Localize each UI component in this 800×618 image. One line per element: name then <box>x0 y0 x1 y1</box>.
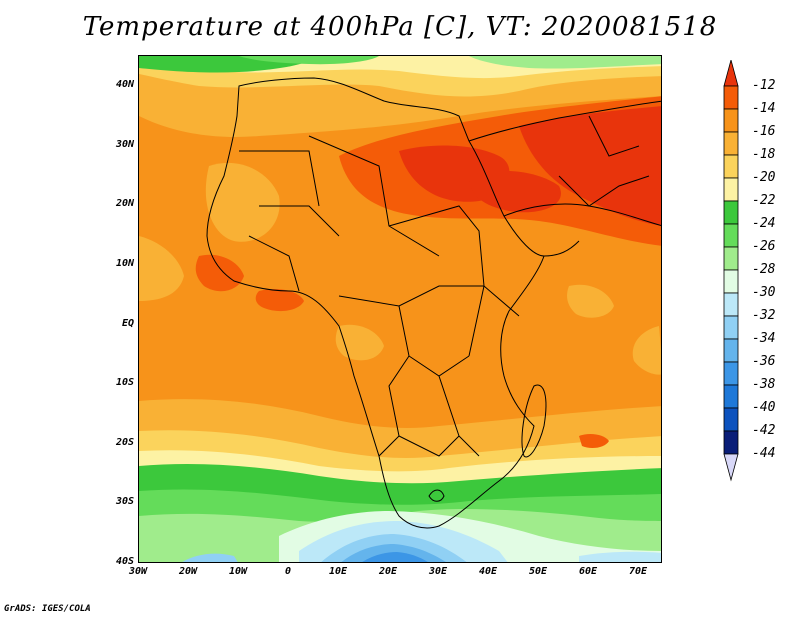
colorbar-label: -26 <box>752 239 776 254</box>
lat-tick-label: 10S <box>115 377 134 388</box>
colorbar-swatch <box>723 200 739 225</box>
lat-tick-label: 40S <box>115 556 134 567</box>
lat-tick-label: 30S <box>115 496 134 507</box>
lat-tick-label: EQ <box>121 318 134 329</box>
lon-tick-label: 30E <box>428 566 448 577</box>
map-plot-area <box>138 55 662 563</box>
colorbar-swatch <box>723 269 739 294</box>
lon-tick-label: 70E <box>628 566 648 577</box>
colorbar-swatch <box>723 430 739 455</box>
lon-tick-label: 20W <box>178 566 198 577</box>
colorbar-swatch <box>723 315 739 340</box>
colorbar-label: -32 <box>752 308 776 323</box>
coastlines <box>206 77 661 529</box>
colorbar-label: -18 <box>752 147 776 162</box>
colorbar <box>723 60 739 482</box>
colorbar-swatch <box>723 292 739 317</box>
colorbar-swatch <box>723 131 739 156</box>
colorbar-label: -36 <box>752 354 776 369</box>
colorbar-label: -38 <box>752 377 776 392</box>
colorbar-label: -44 <box>752 446 776 461</box>
colorbar-swatch <box>723 384 739 409</box>
colorbar-label: -40 <box>752 400 776 415</box>
colorbar-swatch <box>723 361 739 386</box>
colorbar-label: -28 <box>752 262 776 277</box>
lon-tick-label: 60E <box>578 566 598 577</box>
colorbar-label: -20 <box>752 170 776 185</box>
colorbar-label: -42 <box>752 423 776 438</box>
lat-tick-label: 20S <box>115 437 134 448</box>
colorbar-label: -12 <box>752 78 776 93</box>
lat-tick-label: 30N <box>115 139 134 150</box>
temperature-map <box>139 56 661 562</box>
colorbar-label: -34 <box>752 331 776 346</box>
colorbar-top-arrow <box>723 60 739 87</box>
lon-tick-label: 30W <box>128 566 148 577</box>
lon-tick-label: 0 <box>284 566 292 577</box>
colorbar-swatch <box>723 108 739 133</box>
colorbar-swatch <box>723 154 739 179</box>
lon-tick-label: 40E <box>478 566 498 577</box>
lat-tick-label: 10N <box>115 258 134 269</box>
colorbar-swatch <box>723 407 739 432</box>
colorbar-label: -16 <box>752 124 776 139</box>
lat-tick-label: 40N <box>115 79 134 90</box>
colorbar-bottom-arrow <box>723 453 739 482</box>
colorbar-swatch <box>723 85 739 110</box>
colorbar-label: -30 <box>752 285 776 300</box>
lon-tick-label: 10W <box>228 566 248 577</box>
map-title: Temperature at 400hPa [C], VT: 202008151… <box>82 12 718 42</box>
lon-tick-label: 20E <box>378 566 398 577</box>
colorbar-swatch <box>723 177 739 202</box>
lon-tick-label: 10E <box>328 566 348 577</box>
colorbar-swatch <box>723 246 739 271</box>
lon-tick-label: 50E <box>528 566 548 577</box>
colorbar-swatch <box>723 338 739 363</box>
colorbar-swatch <box>723 223 739 248</box>
lat-tick-label: 20N <box>115 198 134 209</box>
footer-credit: GrADS: IGES/COLA <box>4 604 91 614</box>
colorbar-label: -22 <box>752 193 776 208</box>
colorbar-label: -24 <box>752 216 776 231</box>
colorbar-label: -14 <box>752 101 776 116</box>
